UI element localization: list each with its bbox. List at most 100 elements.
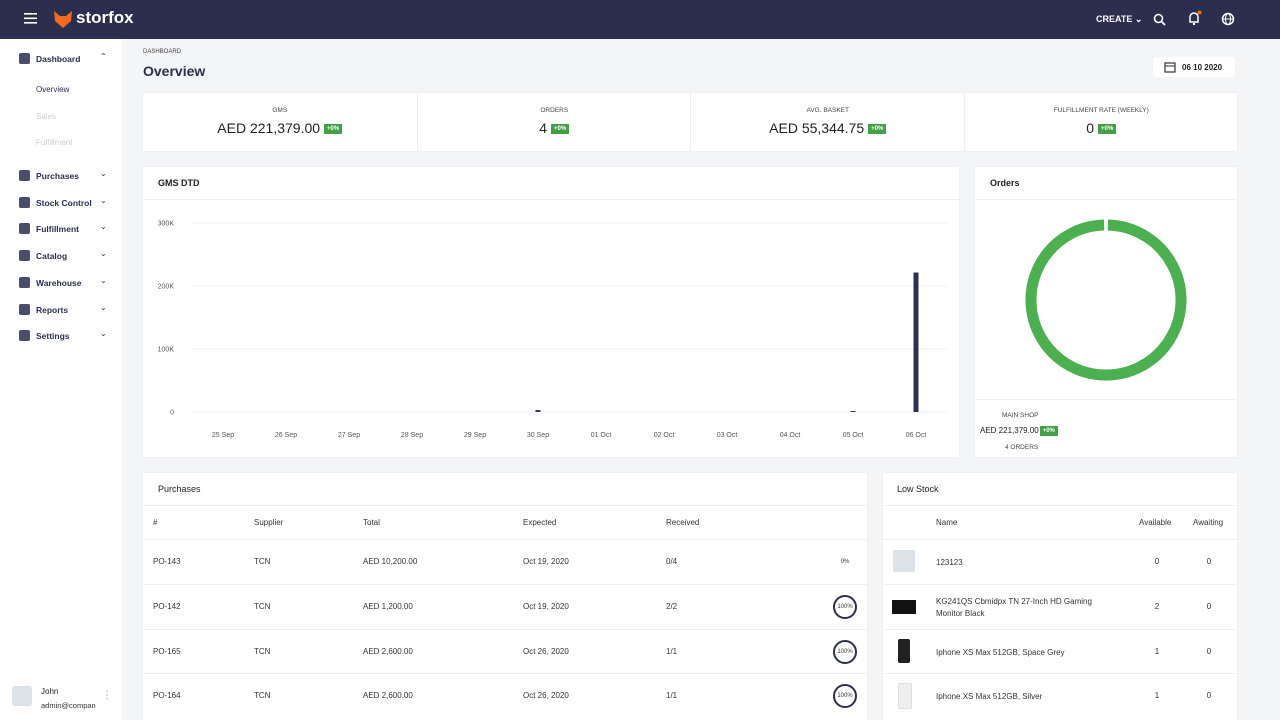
nav-subitem[interactable]: Fulfillment	[36, 138, 73, 147]
cell: AED 2,600.00	[363, 691, 413, 700]
divider	[143, 505, 867, 506]
page-title: Overview	[143, 63, 206, 79]
product-name: KG241QS Cbmidpx TN 27-Inch HD Gaming Mon…	[936, 597, 1092, 618]
awaiting: 0	[1206, 557, 1212, 566]
column-header: Awaiting	[1193, 518, 1224, 527]
product-image	[893, 550, 915, 572]
create-button[interactable]: CREATE ⌄	[1096, 14, 1143, 24]
cell: TCN	[254, 647, 271, 656]
row-divider	[883, 629, 1237, 630]
divider	[975, 399, 1237, 400]
nav-subitem[interactable]: Sales	[36, 111, 57, 121]
nav-item[interactable]: Stock Control ⌄	[0, 195, 122, 211]
nav-item[interactable]: Purchases ⌄	[0, 168, 122, 184]
menu-icon[interactable]	[24, 13, 37, 24]
progress: 100%	[833, 684, 857, 708]
column-header: #	[153, 518, 158, 527]
divider	[883, 505, 1237, 506]
column-header: Supplier	[254, 518, 284, 527]
chevron: ⌄	[100, 329, 107, 338]
available: 2	[1154, 602, 1160, 611]
nav-item[interactable]: Dashboard ⌃	[0, 51, 122, 67]
kpi: AVG. BASKET AED 55,344.75 +0%	[690, 93, 965, 151]
kpi-value: 4 +0%	[418, 120, 692, 136]
logo	[54, 11, 72, 28]
table-row[interactable]: KG241QS Cbmidpx TN 27-Inch HD Gaming Mon…	[883, 585, 1237, 629]
cell: 2/2	[666, 602, 678, 611]
table-row[interactable]: 123123 0 0	[883, 540, 1237, 584]
table-row[interactable]: PO-142 TCN AED 1,200.00 Oct 19, 2020 2/2 100%	[143, 585, 867, 629]
cell: PO-143	[153, 557, 181, 566]
row-divider	[883, 673, 1237, 674]
row-divider	[143, 673, 867, 674]
nav-icon	[19, 304, 30, 315]
breadcrumb: DASHBOARD	[143, 49, 182, 55]
shop-orders: 4 ORDERS	[1005, 444, 1039, 451]
chevron: ⌄	[100, 303, 107, 312]
available: 1	[1154, 691, 1160, 700]
user-email: admin@compan	[41, 701, 96, 710]
nav-label: Warehouse	[36, 278, 82, 288]
search-icon[interactable]	[1153, 13, 1167, 27]
purchases-card: Purchases # Supplier Total Expected Received…	[143, 473, 867, 720]
chevron: ⌄	[100, 196, 107, 205]
nav-item[interactable]: Reports ⌄	[0, 302, 122, 318]
cell: PO-142	[153, 602, 181, 611]
cell: PO-164	[153, 691, 181, 700]
row-divider	[143, 584, 867, 585]
product-image	[898, 683, 912, 709]
kpi-value: AED 55,344.75 +0%	[691, 120, 965, 136]
kpi-number: AED 221,379.00	[217, 120, 321, 136]
user-name: John	[41, 687, 59, 696]
nav-item[interactable]: Warehouse ⌄	[0, 275, 122, 291]
nav-item[interactable]: Catalog ⌄	[0, 248, 122, 264]
awaiting: 0	[1206, 602, 1212, 611]
column-header: Name	[936, 518, 958, 527]
row-divider	[143, 629, 867, 630]
nav-icon	[19, 277, 30, 288]
chevron: ⌄	[100, 249, 107, 258]
nav-label: Purchases	[36, 171, 79, 181]
table-row[interactable]: Iphone XS Max 512GB, Silver 1 0	[883, 674, 1237, 718]
gms-card: GMS DTD	[143, 167, 959, 457]
table-row[interactable]: PO-164 TCN AED 2,600.00 Oct 26, 2020 1/1 100%	[143, 674, 867, 718]
table-row[interactable]: PO-165 TCN AED 2,600.00 Oct 26, 2020 1/1 100%	[143, 630, 867, 674]
kpi-card: GMS AED 221,379.00 +0% ORDERS 4 +0% AVG. BASKE…	[143, 93, 1237, 151]
divider	[975, 199, 1237, 200]
nav-subitem[interactable]: Overview	[36, 85, 70, 94]
nav-item[interactable]: Fulfillment ⌄	[0, 221, 122, 237]
kpi-change: +0%	[868, 124, 887, 135]
row-divider	[883, 539, 1237, 540]
chevron: ⌄	[100, 169, 107, 178]
date-picker[interactable]: 06 10 2020	[1153, 57, 1235, 77]
kpi-label: AVG. BASKET	[806, 107, 849, 114]
nav-icon	[19, 330, 30, 341]
kpi-value: AED 221,379.00 +0%	[143, 120, 417, 136]
cell: TCN	[254, 602, 271, 611]
kpi: FULFILLMENT RATE (WEEKLY) 0 +0%	[963, 93, 1239, 151]
language-icon[interactable]	[1221, 12, 1235, 26]
kpi-number: AED 55,344.75	[769, 120, 865, 136]
user-menu[interactable]: ⋮	[102, 690, 112, 701]
table-row[interactable]: PO-143 TCN AED 10,200.00 Oct 19, 2020 0/4 0%	[143, 540, 867, 584]
nav-label: Settings	[36, 331, 70, 341]
table-row[interactable]: Iphone XS Max 512GB, Space Grey 1 0	[883, 630, 1237, 674]
progress: 100%	[833, 640, 857, 664]
nav-item[interactable]: Settings ⌄	[0, 328, 122, 344]
nav-label: Dashboard	[36, 54, 81, 64]
row-divider	[883, 584, 1237, 585]
cell: PO-165	[153, 647, 181, 656]
product-name: Iphone XS Max 512GB, Space Grey	[936, 648, 1065, 657]
cell: Oct 26, 2020	[523, 691, 569, 700]
product-image	[892, 600, 916, 614]
nav-icon	[19, 197, 30, 208]
cell: TCN	[254, 557, 271, 566]
card-title: Orders	[990, 178, 1020, 188]
cell: 1/1	[666, 691, 678, 700]
kpi-label: GMS	[272, 107, 288, 114]
product-image	[898, 639, 910, 663]
nav-icon	[19, 250, 30, 261]
low-stock-card: Low Stock Name Available Awaiting 123123 0 0 K…	[883, 473, 1237, 720]
available: 0	[1154, 557, 1160, 566]
notification-icon[interactable]	[1187, 10, 1203, 26]
